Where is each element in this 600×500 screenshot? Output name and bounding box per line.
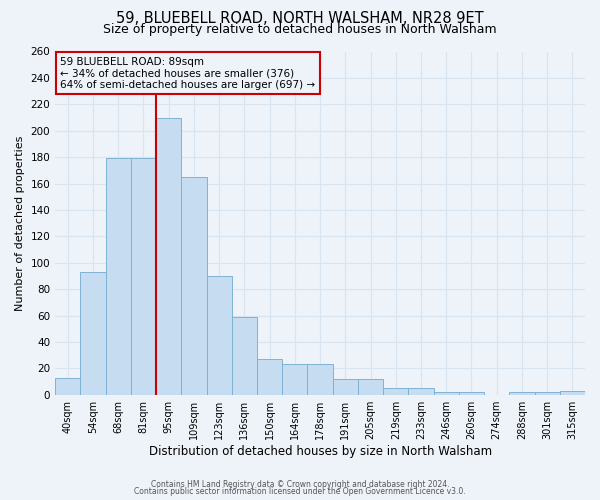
Bar	[282, 364, 307, 394]
Bar	[55, 378, 80, 394]
Text: Contains HM Land Registry data © Crown copyright and database right 2024.: Contains HM Land Registry data © Crown c…	[151, 480, 449, 489]
Bar	[131, 158, 156, 394]
Bar	[80, 272, 106, 394]
Bar	[332, 379, 358, 394]
Bar	[156, 118, 181, 394]
Bar	[434, 392, 459, 394]
Bar	[257, 359, 282, 394]
Text: 59 BLUEBELL ROAD: 89sqm
← 34% of detached houses are smaller (376)
64% of semi-d: 59 BLUEBELL ROAD: 89sqm ← 34% of detache…	[61, 56, 316, 90]
Bar	[307, 364, 332, 394]
Bar	[535, 392, 560, 394]
Bar	[459, 392, 484, 394]
Bar	[232, 317, 257, 394]
Bar	[106, 158, 131, 394]
Bar	[509, 392, 535, 394]
Bar	[358, 379, 383, 394]
Y-axis label: Number of detached properties: Number of detached properties	[15, 136, 25, 311]
Bar	[206, 276, 232, 394]
X-axis label: Distribution of detached houses by size in North Walsham: Distribution of detached houses by size …	[149, 444, 491, 458]
Bar	[409, 388, 434, 394]
Text: 59, BLUEBELL ROAD, NORTH WALSHAM, NR28 9ET: 59, BLUEBELL ROAD, NORTH WALSHAM, NR28 9…	[116, 11, 484, 26]
Bar	[383, 388, 409, 394]
Text: Contains public sector information licensed under the Open Government Licence v3: Contains public sector information licen…	[134, 487, 466, 496]
Text: Size of property relative to detached houses in North Walsham: Size of property relative to detached ho…	[103, 22, 497, 36]
Bar	[560, 390, 585, 394]
Bar	[181, 177, 206, 394]
